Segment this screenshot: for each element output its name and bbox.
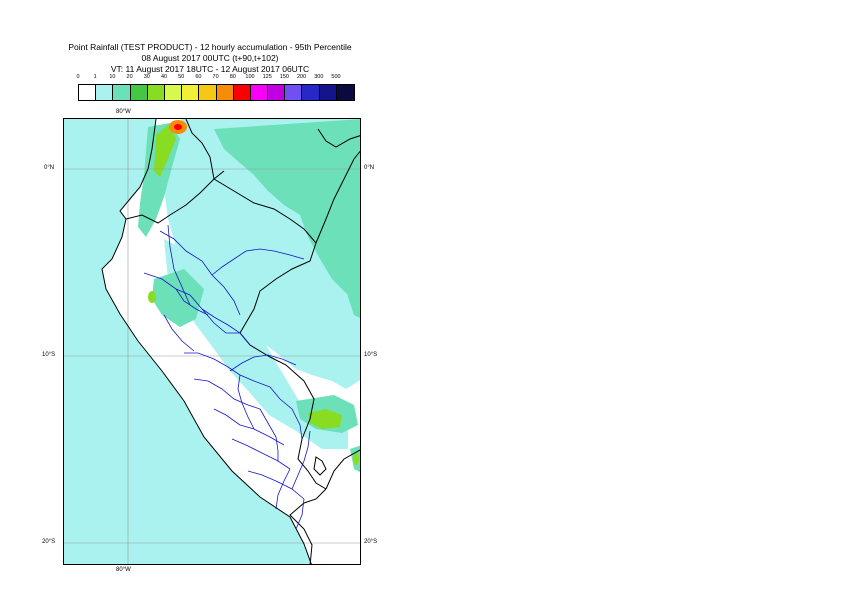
rain-heavy-northwest xyxy=(154,125,176,177)
legend-tick-label: 70 xyxy=(212,74,219,80)
rain-wet-northeast xyxy=(294,159,360,307)
border-venezuela xyxy=(317,128,360,148)
legend-tick-label: 125 xyxy=(262,74,272,80)
rain-heavy-spot-central xyxy=(148,291,156,303)
legend-tick-label: 40 xyxy=(160,74,168,80)
title-line-2: 08 August 2017 00UTC (t+90,t+102) xyxy=(141,53,279,63)
rain-light-central xyxy=(164,239,348,449)
title-line-3: VT: 11 August 2017 18UTC - 12 August 201… xyxy=(110,64,310,74)
legend-swatch xyxy=(268,85,286,100)
legend-swatch xyxy=(319,85,337,100)
legend-tick-label: 300 xyxy=(314,74,324,80)
border-peru-bolivia xyxy=(289,488,327,564)
lake-titicaca xyxy=(313,456,327,476)
border-ecuador-peru xyxy=(125,170,225,224)
legend-swatch xyxy=(130,85,148,100)
province-borders xyxy=(143,224,311,530)
legend-tick-label: 20 xyxy=(126,74,133,80)
lat-label-20s-right: 20°S xyxy=(364,539,378,545)
lon-label-top: 80°W xyxy=(116,109,131,115)
legend-swatch xyxy=(147,85,165,100)
legend-swatch xyxy=(302,85,320,100)
legend-swatch xyxy=(285,85,303,100)
color-scale-legend: 0 1 10 20 30 40 50 60 70 80 100 125 150 200 300 500 xyxy=(70,74,360,104)
map-svg xyxy=(64,119,360,564)
country-borders xyxy=(101,119,360,564)
lat-label-0n-left: 0°N xyxy=(44,165,55,171)
legend-tick-label: 0 xyxy=(76,74,80,80)
border-brazil-bolivia xyxy=(325,449,360,490)
legend-tick-label: 60 xyxy=(195,74,202,80)
legend-tick-label: 80 xyxy=(229,74,236,80)
legend-swatch xyxy=(233,85,251,100)
legend-swatch xyxy=(79,85,97,100)
border-colombia-peru xyxy=(213,178,317,244)
lat-label-0n-right: 0°N xyxy=(364,165,375,171)
rain-extreme-core xyxy=(174,124,182,130)
legend-tick-label: 1 xyxy=(93,74,97,80)
legend-tick-label: 10 xyxy=(109,74,116,80)
legend-tick-label: 500 xyxy=(331,74,341,80)
graticule xyxy=(64,119,360,564)
rain-heavy-spot-east xyxy=(353,453,359,465)
legend-swatch xyxy=(113,85,131,100)
legend-tick-label: 200 xyxy=(297,74,307,80)
border-colombia-brazil xyxy=(315,150,360,244)
legend-tick-label: 100 xyxy=(245,74,255,80)
border-colombia-north xyxy=(185,119,215,180)
legend-swatch xyxy=(96,85,114,100)
legend-swatch xyxy=(164,85,183,100)
title-line-1: Point Rainfall (TEST PRODUCT) - 12 hourl… xyxy=(68,42,352,52)
border-brazil-peru xyxy=(239,242,327,490)
legend-swatch xyxy=(199,85,217,100)
chart-title: Point Rainfall (TEST PRODUCT) - 12 hourl… xyxy=(40,42,380,75)
lat-label-10s-right: 10°S xyxy=(364,352,378,358)
rain-wet-central xyxy=(152,269,204,327)
legend-swatch xyxy=(182,85,200,100)
lat-label-20s-left: 20°S xyxy=(42,539,56,545)
lat-label-10s-left: 10°S xyxy=(42,352,56,358)
map-frame: 0°N xyxy=(63,118,361,565)
rain-heavy-southeast xyxy=(308,409,342,429)
legend-tick-label: 30 xyxy=(143,74,150,80)
legend-tick-label: 150 xyxy=(279,74,289,80)
coastline xyxy=(101,119,312,564)
lon-label-bottom: 80°W xyxy=(116,567,131,573)
legend-swatch xyxy=(216,85,234,100)
legend-tick-label: 50 xyxy=(178,74,185,80)
legend-swatch xyxy=(250,85,269,100)
legend-swatch xyxy=(336,85,354,100)
rain-wet-east-strip xyxy=(346,260,360,318)
legend-swatches xyxy=(78,84,355,101)
